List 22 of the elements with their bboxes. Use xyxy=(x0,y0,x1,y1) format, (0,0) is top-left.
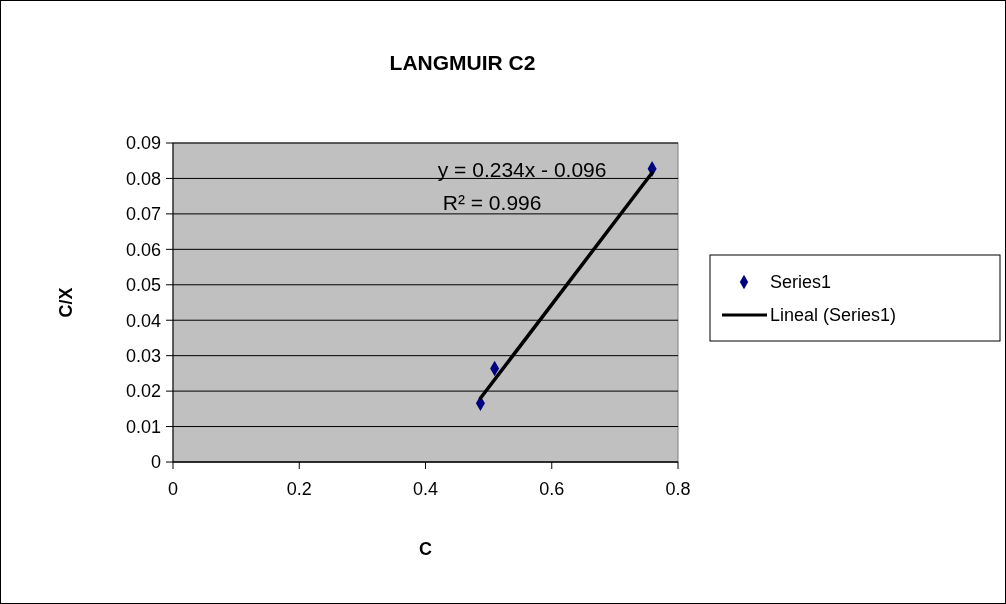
x-tick-label: 0.2 xyxy=(286,479,312,499)
chart-title: LANGMUIR C2 xyxy=(389,51,536,74)
y-tick-label: 0.01 xyxy=(125,416,161,437)
legend-label: Series1 xyxy=(770,272,832,293)
y-tick-label: 0.09 xyxy=(125,133,161,154)
annotation: y = 0.234x - 0.096 xyxy=(437,157,607,181)
y-tick-label: 0.07 xyxy=(125,204,161,225)
y-axis-title: C/X xyxy=(56,287,76,318)
legend-label: Lineal (Series1) xyxy=(770,305,897,326)
x-tick-label: 0.4 xyxy=(412,479,439,499)
x-axis-title: C xyxy=(419,539,432,559)
y-tick-label: 0.02 xyxy=(125,381,161,402)
x-tick-label: 0 xyxy=(167,479,179,499)
y-tick-label: 0.08 xyxy=(125,168,161,189)
y-tick-label: 0.03 xyxy=(125,345,161,366)
y-tick-label: 0.04 xyxy=(125,310,161,331)
y-tick-label: 0.06 xyxy=(125,239,161,260)
x-tick-label: 0.8 xyxy=(665,479,691,499)
x-tick-label: 0.6 xyxy=(539,479,565,499)
annotation: R² = 0.996 xyxy=(442,190,542,214)
y-tick-label: 0 xyxy=(150,452,161,473)
y-tick-label: 0.05 xyxy=(125,275,161,296)
